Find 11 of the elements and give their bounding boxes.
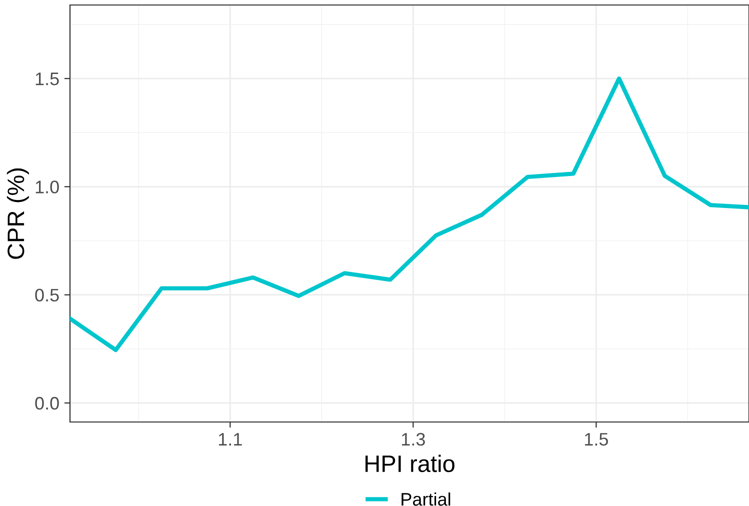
y-axis-title: CPR (%): [6, 168, 29, 259]
x-axis-title: HPI ratio: [366, 454, 454, 472]
y-tick-label: 0.0: [35, 396, 59, 410]
x-tick-label: 1.3: [402, 432, 425, 446]
legend-label: Partial: [402, 492, 450, 506]
x-tick-label: 1.1: [218, 433, 242, 446]
x-tick-label: 1.5: [585, 433, 608, 446]
y-tick-label: 0.5: [35, 288, 59, 302]
y-tick-label: 1.0: [36, 180, 59, 194]
y-tick-label: 1.5: [36, 72, 59, 86]
line-series: [70, 76, 749, 352]
